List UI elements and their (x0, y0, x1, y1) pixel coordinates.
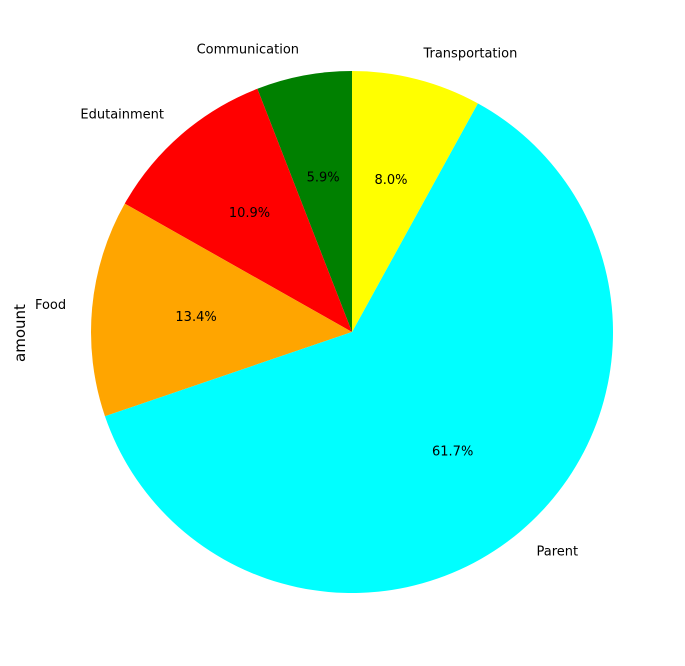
slice-label-edutainment: Edutainment (80, 108, 164, 123)
pie-slices (91, 71, 614, 594)
slice-label-communication: Communication (197, 42, 299, 57)
slice-label-transportation: Transportation (422, 46, 517, 61)
percent-label-edutainment: 10.9% (229, 206, 270, 221)
percent-labels: 5.9% 10.9% 13.4% 61.7% 8.0% (175, 171, 473, 460)
percent-label-transportation: 8.0% (374, 173, 407, 188)
pie-slice-communication (257, 71, 352, 332)
percent-label-food: 13.4% (175, 310, 216, 325)
y-axis-label: amount (11, 304, 29, 362)
pie-slice-transportation (352, 71, 478, 332)
pie-slice-food (91, 203, 352, 417)
slice-labels: Communication Edutainment Food Parent Transp… (35, 42, 578, 559)
percent-label-communication: 5.9% (307, 171, 340, 186)
percent-label-parent: 61.7% (432, 444, 473, 459)
pie-slice-parent (104, 103, 614, 594)
slice-label-parent: Parent (537, 544, 579, 559)
slice-label-food: Food (35, 298, 66, 313)
pie-slice-edutainment (124, 88, 352, 332)
